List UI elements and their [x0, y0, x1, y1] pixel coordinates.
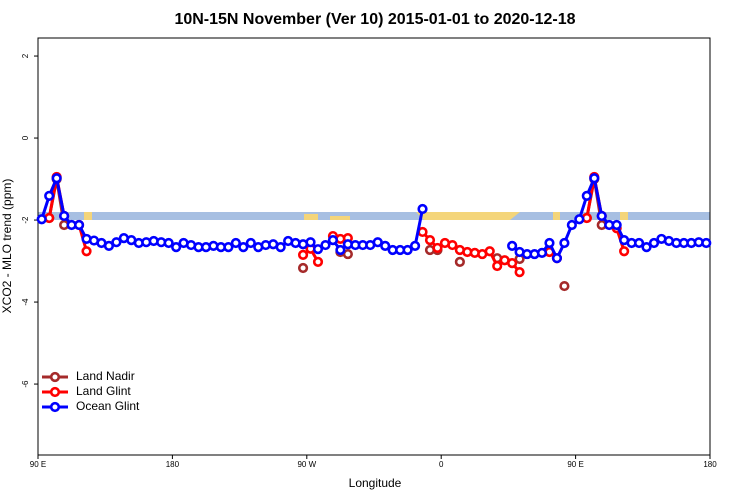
data-point [342, 248, 353, 260]
data-point [73, 219, 85, 231]
land-patch [620, 212, 628, 220]
data-point [544, 237, 555, 249]
legend-marker [49, 386, 61, 398]
data-point [327, 235, 339, 246]
x-axis-label: Longitude [349, 476, 402, 490]
data-point [171, 242, 182, 253]
legend-marker [49, 401, 61, 413]
data-point [611, 219, 622, 231]
data-point [36, 214, 47, 225]
data-point [574, 214, 585, 225]
data-point [245, 237, 256, 249]
data-point [641, 242, 652, 253]
x-tick-label: 0 [439, 460, 444, 469]
data-point [648, 237, 660, 249]
y-axis-label: XCO2 - MLO trend (ppm) [0, 179, 14, 314]
y-tick-label: 0 [21, 135, 30, 140]
x-tick-label: 90 E [30, 460, 46, 469]
legend-marker [49, 371, 61, 383]
data-point [81, 246, 92, 257]
data-point [111, 237, 122, 248]
x-tick-label: 180 [166, 460, 180, 469]
data-point [163, 237, 174, 249]
data-point [432, 242, 443, 254]
data-point [559, 280, 570, 292]
data-point [312, 256, 324, 267]
y-tick-label: -6 [21, 380, 30, 388]
land-patch [330, 216, 350, 220]
data-point [402, 244, 413, 256]
data-point [507, 240, 518, 251]
data-point [305, 237, 316, 248]
y-tick-label: -4 [21, 298, 30, 306]
data-point [238, 242, 249, 253]
data-point [335, 244, 346, 256]
data-point [297, 249, 309, 261]
land-patch [304, 214, 318, 220]
legend-label: Ocean Glint [76, 399, 140, 413]
data-point [484, 246, 495, 257]
data-point [380, 240, 391, 251]
data-point [619, 246, 630, 257]
chart-title: 10N-15N November (Ver 10) 2015-01-01 to … [174, 11, 575, 28]
plot-frame [37, 37, 711, 456]
data-point [633, 237, 645, 249]
data-point [514, 267, 525, 278]
x-tick-label: 90 W [297, 460, 316, 469]
data-point [559, 237, 570, 249]
data-point [297, 262, 309, 274]
series [36, 173, 712, 264]
data-point [596, 210, 607, 222]
land-patch [84, 212, 92, 220]
data-point [589, 173, 600, 184]
data-point [275, 242, 286, 253]
data-point [230, 237, 241, 249]
x-tick-label: 90 E [567, 460, 583, 469]
data-point [417, 203, 428, 215]
data-point [566, 219, 577, 231]
ocean-strip [38, 212, 710, 220]
data-point [447, 239, 458, 251]
data-point [223, 242, 234, 253]
x-tick-label: 180 [703, 460, 717, 469]
data-point [312, 244, 324, 255]
data-point [551, 253, 563, 264]
data-point [492, 260, 503, 272]
data-point [59, 210, 70, 222]
data-point [51, 173, 62, 184]
land-mask [38, 212, 710, 220]
data-point [103, 240, 115, 251]
land-patch [416, 212, 520, 220]
data-point [320, 239, 331, 251]
data-point [409, 240, 421, 251]
data-point [507, 258, 518, 269]
data-point [454, 256, 465, 267]
y-tick-label: -2 [21, 216, 30, 224]
data-point [372, 237, 383, 248]
data-point [701, 237, 712, 249]
data-point [536, 247, 548, 258]
land-patch [553, 212, 560, 220]
y-tick-label: 2 [21, 53, 30, 58]
data-point [424, 235, 436, 246]
legend-label: Land Glint [76, 384, 131, 398]
series [44, 171, 630, 278]
data-point [44, 190, 55, 201]
data-point [581, 190, 592, 201]
legend-label: Land Nadir [76, 369, 135, 383]
